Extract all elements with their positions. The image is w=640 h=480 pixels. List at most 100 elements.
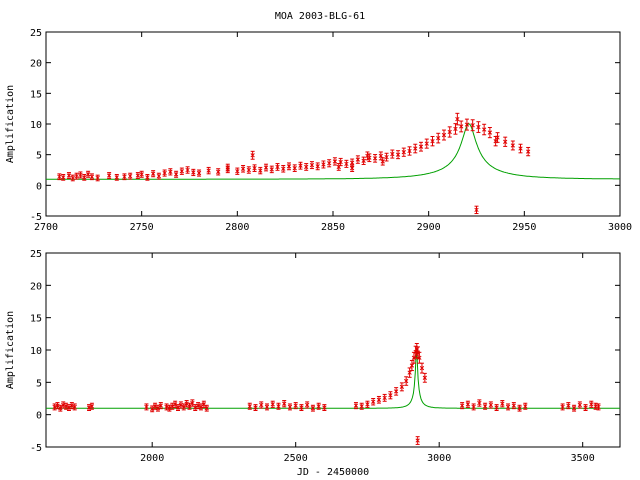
data-point — [70, 174, 75, 182]
point-marker — [258, 168, 263, 173]
y-tick-label: 20 — [30, 281, 42, 292]
data-point — [61, 401, 66, 409]
point-marker — [344, 161, 349, 167]
data-point — [128, 172, 133, 180]
data-point — [589, 400, 594, 408]
point-marker — [474, 207, 479, 213]
data-point — [359, 402, 364, 410]
x-tick-label: 2900 — [417, 222, 441, 233]
data-point — [74, 172, 79, 180]
y-tick-label: 0 — [36, 411, 42, 422]
x-tick-label: 2750 — [130, 222, 154, 233]
data-point — [281, 164, 286, 173]
point-marker — [292, 166, 297, 171]
point-marker — [371, 399, 376, 404]
data-point — [510, 140, 516, 151]
point-marker — [74, 173, 79, 179]
data-point — [309, 161, 315, 170]
point-marker — [327, 161, 332, 166]
y-axis-label: Amplification — [5, 311, 16, 389]
data-point — [201, 400, 207, 408]
data-point — [477, 399, 482, 407]
point-marker — [365, 153, 370, 159]
data-point — [470, 119, 475, 132]
data-point — [361, 156, 366, 165]
point-marker — [399, 384, 405, 390]
point-marker — [269, 167, 274, 172]
point-marker — [518, 146, 523, 151]
point-marker — [413, 146, 418, 151]
point-marker — [511, 403, 516, 408]
point-marker — [144, 404, 149, 410]
y-tick-label: -5 — [30, 443, 42, 454]
data-point — [246, 166, 251, 174]
point-marker — [436, 135, 441, 141]
point-marker — [517, 406, 522, 411]
point-marker — [332, 159, 338, 164]
point-marker — [388, 393, 393, 398]
data-point — [447, 126, 452, 138]
point-marker — [523, 404, 528, 409]
data-point — [353, 402, 359, 410]
point-marker — [361, 158, 366, 163]
y-tick-label: 5 — [36, 151, 42, 162]
point-marker — [61, 402, 66, 408]
point-marker — [596, 404, 601, 410]
point-marker — [263, 165, 269, 170]
point-marker — [250, 153, 255, 158]
y-tick-label: 10 — [30, 346, 42, 357]
point-marker — [380, 159, 385, 164]
data-point — [299, 404, 304, 411]
point-marker — [225, 165, 230, 170]
x-axis-label: JD - 2450000 — [297, 467, 369, 478]
point-marker — [172, 402, 178, 407]
data-point — [395, 150, 401, 160]
data-point — [175, 404, 181, 411]
y-tick-label: -5 — [30, 212, 42, 223]
data-point — [566, 402, 571, 410]
point-marker — [430, 139, 435, 144]
point-marker — [365, 402, 370, 407]
data-point — [409, 359, 415, 372]
point-marker — [419, 365, 425, 371]
data-point — [494, 404, 499, 411]
point-marker — [316, 404, 321, 409]
data-point — [517, 404, 522, 412]
point-marker — [216, 169, 221, 174]
data-point — [344, 159, 349, 168]
point-marker — [500, 401, 505, 406]
data-point — [526, 146, 531, 157]
data-point — [493, 136, 498, 147]
data-point — [57, 173, 62, 181]
data-point — [511, 402, 516, 410]
point-marker — [173, 172, 179, 177]
data-point — [503, 136, 508, 147]
point-marker — [299, 405, 304, 410]
data-point — [145, 174, 150, 181]
point-marker — [85, 172, 91, 177]
point-marker — [179, 169, 185, 174]
data-point — [455, 112, 460, 126]
data-point — [474, 205, 479, 215]
point-marker — [471, 404, 476, 410]
data-point — [338, 157, 343, 167]
data-point — [327, 159, 332, 168]
point-marker — [321, 162, 326, 167]
data-point — [292, 164, 297, 172]
data-point — [168, 168, 173, 176]
x-tick-label: 2950 — [512, 222, 536, 233]
data-point — [390, 149, 395, 159]
point-marker — [315, 164, 320, 169]
point-marker — [355, 157, 361, 162]
point-marker — [349, 160, 355, 165]
data-point — [481, 123, 487, 136]
data-point — [404, 376, 409, 386]
point-marker — [82, 175, 87, 180]
x-tick-label: 3500 — [571, 453, 595, 464]
point-marker — [106, 173, 112, 178]
data-point — [424, 138, 429, 149]
point-marker — [235, 169, 240, 174]
data-point — [505, 403, 511, 411]
point-marker — [72, 404, 77, 410]
data-point — [191, 168, 196, 177]
